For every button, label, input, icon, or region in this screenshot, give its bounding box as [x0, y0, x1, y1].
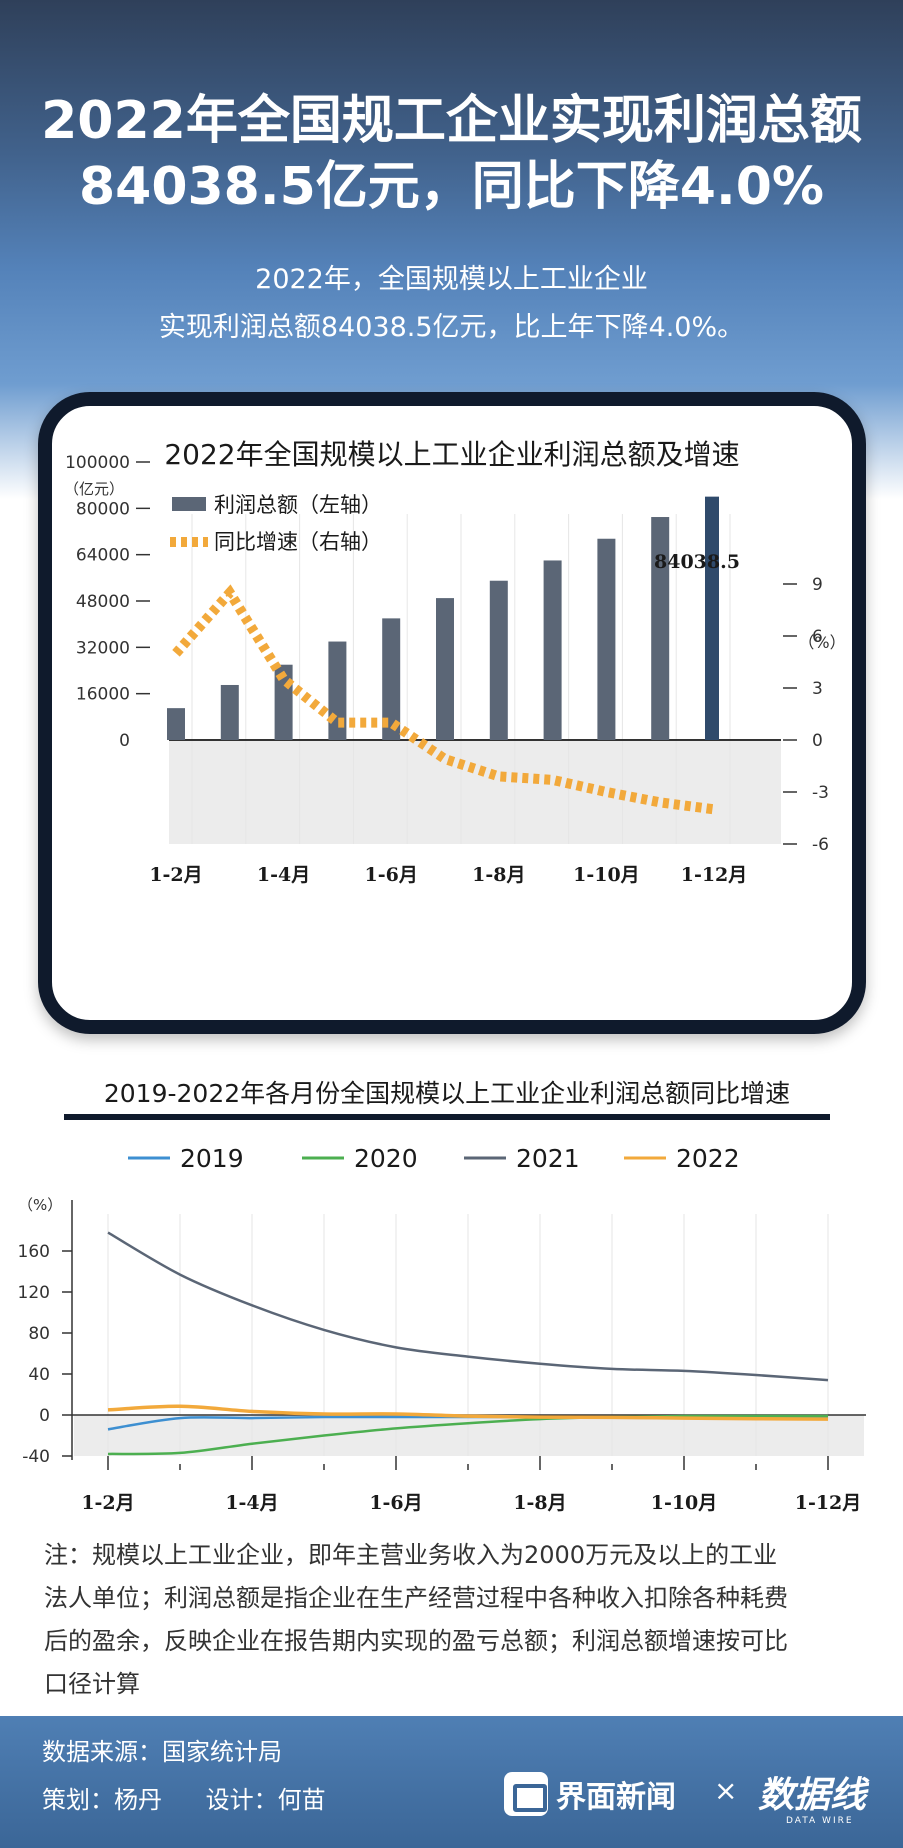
line-y-tick-label: 120 [18, 1283, 50, 1303]
profit-bar [543, 560, 562, 740]
line-x-tick-label: 1-6月 [369, 1492, 422, 1514]
x-tick-label: 1-6月 [365, 864, 418, 886]
main-title-line2: 84038.5亿元，同比下降4.0% [78, 157, 825, 217]
profit-bar [651, 517, 670, 740]
legend-label-2022: 2022 [676, 1144, 740, 1173]
left-tick-label: 16000 [76, 685, 130, 705]
right-tick-label: -3 [812, 783, 829, 803]
line-x-tick-label: 1-4月 [225, 1492, 278, 1514]
subtitle-line1: 2022年，全国规模以上工业企业 [255, 264, 648, 295]
legend-label-2021: 2021 [516, 1144, 580, 1173]
partner-logo: 数据线 [758, 1774, 867, 1816]
bar-annotation: 84038.5 [654, 551, 740, 573]
line-x-tick-label: 1-2月 [81, 1492, 134, 1514]
line-x-tick-label: 1-12月 [795, 1492, 862, 1514]
line-y-tick-label: 0 [39, 1406, 50, 1426]
negative-zone [169, 740, 781, 844]
line-x-tick-label: 1-10月 [651, 1492, 718, 1514]
line-y-tick-label: 160 [18, 1242, 50, 1262]
profit-bar [220, 684, 239, 740]
right-tick-label: 9 [812, 575, 823, 595]
profit-bar [382, 618, 401, 740]
series-line-2021 [107, 1231, 829, 1382]
line-negative-zone [74, 1415, 864, 1456]
left-tick-label: 100000 [65, 453, 130, 473]
bar-chart-title: 2022年全国规模以上工业企业利润总额及增速 [164, 438, 739, 471]
x-tick-label: 1-12月 [681, 864, 748, 886]
footer: 数据来源：国家统计局 策划：杨丹 设计：何苗 界面新闻 × 数据线 DATA W… [0, 1716, 903, 1848]
title-underline [64, 1114, 830, 1120]
legend-label-2019: 2019 [180, 1144, 244, 1173]
footnote-line3: 后的盈余，反映企业在报告期内实现的盈亏总额；利润总额增速按可比 [44, 1627, 788, 1655]
brand-name: 界面新闻 [556, 1780, 676, 1815]
footnote-line1: 注：规模以上工业企业，即年主营业务收入为2000万元及以上的工业 [44, 1541, 778, 1569]
right-tick-label: 6 [812, 627, 823, 647]
brand-logo-icon [504, 1772, 548, 1816]
profit-bar [167, 708, 185, 740]
series-line-2022 [107, 1404, 829, 1421]
collab-times: × [714, 1774, 738, 1807]
line-x-tick-label: 1-8月 [513, 1492, 566, 1514]
growth-line [172, 584, 715, 815]
profit-bar [705, 496, 719, 740]
designer-credit: 设计：何苗 [205, 1786, 326, 1814]
legend-bar-swatch [172, 497, 206, 511]
right-tick-label: 3 [812, 679, 823, 699]
line-axis-unit: （%） [18, 1196, 62, 1214]
series-line-2020 [107, 1414, 828, 1456]
data-source: 数据来源：国家统计局 [42, 1738, 282, 1766]
bar-chart: 2022年全国规模以上工业企业利润总额及增速 （亿元） 100000 80000 640… [64, 438, 846, 886]
left-tick-label: 64000 [76, 546, 130, 566]
profit-bar [597, 538, 616, 740]
x-tick-label: 1-10月 [573, 864, 640, 886]
footnote-line4: 口径计算 [44, 1670, 140, 1698]
legend-label-2020: 2020 [354, 1144, 418, 1173]
left-axis-unit: （亿元） [64, 480, 124, 498]
legend-bar-label: 利润总额（左轴） [214, 493, 382, 517]
right-tick-label: 0 [812, 731, 823, 751]
right-axis-unit: （%） [798, 633, 845, 652]
bar-chart-card: 2022年全国规模以上工业企业利润总额及增速 （亿元） 100000 80000 640… [38, 392, 866, 1034]
main-title: 2022年全国规工企业实现利润总额 84038.5亿元，同比下降4.0% [0, 88, 903, 220]
subtitle: 2022年，全国规模以上工业企业 实现利润总额84038.5亿元，比上年下降4.… [0, 256, 903, 352]
profit-bar [436, 598, 454, 740]
footnote: 注：规模以上工业企业，即年主营业务收入为2000万元及以上的工业 法人单位；利润… [44, 1534, 874, 1706]
left-tick-label: 48000 [76, 592, 130, 612]
line-chart: 2019 2020 2021 2022 （%） 160 120 80 40 0 -40 1-2月 1-4… [18, 1144, 866, 1514]
right-tick-label: -6 [812, 835, 829, 855]
x-tick-label: 1-2月 [149, 864, 202, 886]
line-chart-title: 2019-2022年各月份全国规模以上工业企业利润总额同比增速 [103, 1079, 791, 1108]
credits: 策划：杨丹 设计：何苗 [42, 1780, 362, 1815]
x-tick-label: 1-8月 [472, 864, 525, 886]
line-y-tick-label: -40 [22, 1447, 50, 1467]
left-tick-label: 80000 [76, 499, 130, 519]
planner-credit: 策划：杨丹 [42, 1786, 162, 1814]
line-y-tick-label: 40 [28, 1365, 50, 1385]
x-tick-label: 1-4月 [257, 864, 310, 886]
left-tick-label: 32000 [76, 638, 130, 658]
profit-bar [489, 580, 508, 740]
legend-line-label: 同比增速（右轴） [214, 530, 382, 554]
subtitle-line2: 实现利润总额84038.5亿元，比上年下降4.0%。 [158, 312, 745, 343]
line-y-tick-label: 80 [28, 1324, 50, 1344]
left-tick-label: 0 [119, 731, 130, 751]
footnote-line2: 法人单位；利润总额是指企业在生产经营过程中各种收入扣除各种耗费 [44, 1584, 788, 1612]
main-title-line1: 2022年全国规工企业实现利润总额 [41, 91, 862, 151]
partner-logo-sub: DATA WIRE [786, 1816, 854, 1826]
